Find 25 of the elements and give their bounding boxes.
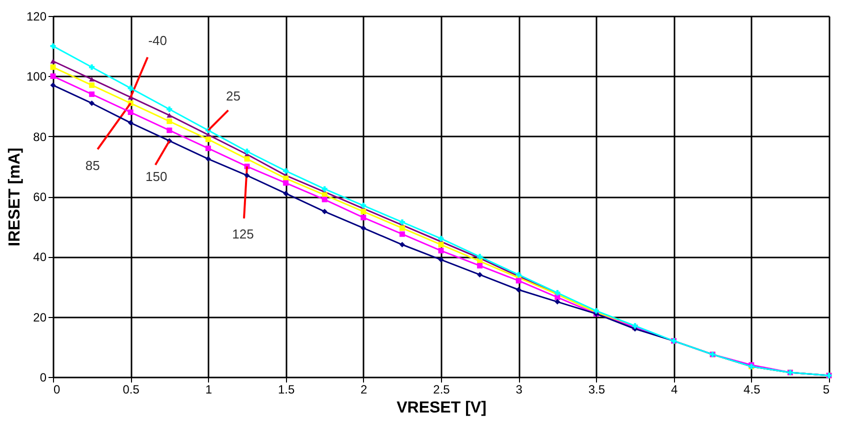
x-tick-label: 3.5 [588, 382, 606, 396]
x-tick-label: 4.5 [744, 382, 761, 396]
y-tick-label: 120 [26, 10, 47, 24]
x-tick-label: 2.5 [433, 382, 450, 396]
x-tick-label: 2 [360, 382, 368, 396]
x-tick-label: 4 [670, 382, 678, 396]
series-label: 150 [146, 168, 168, 184]
y-axis-title: IRESET [mA] [6, 148, 24, 246]
y-tick-label: 60 [33, 190, 47, 204]
text: 85 [85, 158, 100, 174]
y-tick-label: 80 [33, 130, 47, 144]
y-tick-label: 0 [40, 370, 47, 384]
x-axis-title: VRESET [V] [396, 400, 486, 416]
text: 125 [232, 226, 254, 242]
y-tick-label: 100 [26, 70, 47, 84]
x-tick-label: 0.5 [122, 382, 140, 396]
x-tick-label: 1 [205, 382, 212, 396]
x-tick-label: 5 [822, 382, 830, 396]
x-tick-label: 1.5 [278, 382, 295, 396]
x-tick-label: 3 [516, 382, 523, 396]
x-tick-label: 0 [54, 382, 60, 396]
text: 25 [226, 88, 240, 104]
text: -40 [148, 33, 167, 48]
y-tick-label: 20 [33, 310, 47, 324]
y-tick-label: 40 [33, 250, 47, 264]
